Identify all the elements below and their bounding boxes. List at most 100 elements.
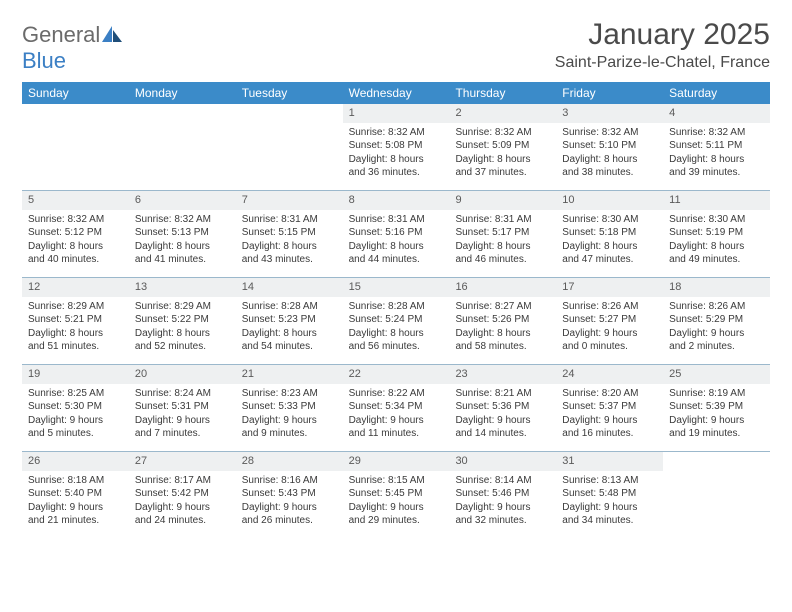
sunrise-text: Sunrise: 8:17 AM — [135, 474, 230, 488]
daylight-line2: and 5 minutes. — [28, 427, 123, 441]
daylight-line2: and 9 minutes. — [242, 427, 337, 441]
sunset-text: Sunset: 5:17 PM — [455, 226, 550, 240]
day-number: 24 — [556, 365, 663, 384]
day-number: 14 — [236, 278, 343, 297]
calendar-week: ......1Sunrise: 8:32 AMSunset: 5:08 PMDa… — [22, 104, 770, 190]
day-details: Sunrise: 8:32 AMSunset: 5:12 PMDaylight:… — [22, 210, 129, 273]
calendar-day: 2Sunrise: 8:32 AMSunset: 5:09 PMDaylight… — [449, 104, 556, 190]
sail-icon — [102, 26, 122, 42]
calendar-day: 31Sunrise: 8:13 AMSunset: 5:48 PMDayligh… — [556, 452, 663, 538]
day-details: Sunrise: 8:30 AMSunset: 5:19 PMDaylight:… — [663, 210, 770, 273]
sunrise-text: Sunrise: 8:24 AM — [135, 387, 230, 401]
location: Saint-Parize-le-Chatel, France — [555, 54, 770, 72]
calendar-day: 14Sunrise: 8:28 AMSunset: 5:23 PMDayligh… — [236, 278, 343, 364]
weekday-header: Thursday — [449, 82, 556, 104]
sunrise-text: Sunrise: 8:26 AM — [669, 300, 764, 314]
day-details: Sunrise: 8:32 AMSunset: 5:13 PMDaylight:… — [129, 210, 236, 273]
daylight-line2: and 16 minutes. — [562, 427, 657, 441]
day-number: 5 — [22, 191, 129, 210]
calendar-day: 6Sunrise: 8:32 AMSunset: 5:13 PMDaylight… — [129, 191, 236, 277]
sunset-text: Sunset: 5:42 PM — [135, 487, 230, 501]
sunset-text: Sunset: 5:16 PM — [349, 226, 444, 240]
calendar-day: 7Sunrise: 8:31 AMSunset: 5:15 PMDaylight… — [236, 191, 343, 277]
day-number: 26 — [22, 452, 129, 471]
day-details: Sunrise: 8:29 AMSunset: 5:22 PMDaylight:… — [129, 297, 236, 360]
day-number: 2 — [449, 104, 556, 123]
logo-text-blue: Blue — [22, 48, 66, 73]
sunset-text: Sunset: 5:34 PM — [349, 400, 444, 414]
calendar-day: 28Sunrise: 8:16 AMSunset: 5:43 PMDayligh… — [236, 452, 343, 538]
daylight-line2: and 46 minutes. — [455, 253, 550, 267]
sunrise-text: Sunrise: 8:21 AM — [455, 387, 550, 401]
sunrise-text: Sunrise: 8:20 AM — [562, 387, 657, 401]
day-number: 23 — [449, 365, 556, 384]
daylight-line2: and 11 minutes. — [349, 427, 444, 441]
daylight-line2: and 24 minutes. — [135, 514, 230, 528]
day-details: Sunrise: 8:24 AMSunset: 5:31 PMDaylight:… — [129, 384, 236, 447]
day-number: 17 — [556, 278, 663, 297]
daylight-line2: and 44 minutes. — [349, 253, 444, 267]
sunrise-text: Sunrise: 8:18 AM — [28, 474, 123, 488]
sunset-text: Sunset: 5:23 PM — [242, 313, 337, 327]
weekday-header: Sunday — [22, 82, 129, 104]
header: GeneralBlue January 2025 Saint-Parize-le… — [22, 18, 770, 74]
sunrise-text: Sunrise: 8:25 AM — [28, 387, 123, 401]
sunrise-text: Sunrise: 8:29 AM — [28, 300, 123, 314]
calendar-day: 19Sunrise: 8:25 AMSunset: 5:30 PMDayligh… — [22, 365, 129, 451]
sunrise-text: Sunrise: 8:32 AM — [562, 126, 657, 140]
sunrise-text: Sunrise: 8:31 AM — [349, 213, 444, 227]
daylight-line1: Daylight: 8 hours — [135, 327, 230, 341]
sunrise-text: Sunrise: 8:14 AM — [455, 474, 550, 488]
sunrise-text: Sunrise: 8:32 AM — [28, 213, 123, 227]
day-details: Sunrise: 8:27 AMSunset: 5:26 PMDaylight:… — [449, 297, 556, 360]
sunset-text: Sunset: 5:08 PM — [349, 139, 444, 153]
logo: GeneralBlue — [22, 22, 122, 74]
day-details: Sunrise: 8:28 AMSunset: 5:23 PMDaylight:… — [236, 297, 343, 360]
sunrise-text: Sunrise: 8:13 AM — [562, 474, 657, 488]
calendar-day: 11Sunrise: 8:30 AMSunset: 5:19 PMDayligh… — [663, 191, 770, 277]
day-number: 8 — [343, 191, 450, 210]
day-number: 16 — [449, 278, 556, 297]
calendar-day: .. — [663, 452, 770, 538]
calendar-day: 13Sunrise: 8:29 AMSunset: 5:22 PMDayligh… — [129, 278, 236, 364]
daylight-line1: Daylight: 8 hours — [455, 327, 550, 341]
daylight-line1: Daylight: 9 hours — [669, 414, 764, 428]
day-number: 31 — [556, 452, 663, 471]
calendar-day: 21Sunrise: 8:23 AMSunset: 5:33 PMDayligh… — [236, 365, 343, 451]
daylight-line2: and 41 minutes. — [135, 253, 230, 267]
calendar-day: 29Sunrise: 8:15 AMSunset: 5:45 PMDayligh… — [343, 452, 450, 538]
weekday-header-row: SundayMondayTuesdayWednesdayThursdayFrid… — [22, 82, 770, 104]
day-details: Sunrise: 8:16 AMSunset: 5:43 PMDaylight:… — [236, 471, 343, 534]
sunset-text: Sunset: 5:39 PM — [669, 400, 764, 414]
sunset-text: Sunset: 5:37 PM — [562, 400, 657, 414]
day-number: 30 — [449, 452, 556, 471]
calendar-week: 12Sunrise: 8:29 AMSunset: 5:21 PMDayligh… — [22, 277, 770, 364]
day-details: Sunrise: 8:32 AMSunset: 5:09 PMDaylight:… — [449, 123, 556, 186]
sunrise-text: Sunrise: 8:29 AM — [135, 300, 230, 314]
day-details: Sunrise: 8:32 AMSunset: 5:10 PMDaylight:… — [556, 123, 663, 186]
sunrise-text: Sunrise: 8:31 AM — [455, 213, 550, 227]
daylight-line1: Daylight: 9 hours — [28, 414, 123, 428]
day-number: 20 — [129, 365, 236, 384]
sunset-text: Sunset: 5:13 PM — [135, 226, 230, 240]
day-details: Sunrise: 8:19 AMSunset: 5:39 PMDaylight:… — [663, 384, 770, 447]
day-number: 7 — [236, 191, 343, 210]
sunrise-text: Sunrise: 8:32 AM — [669, 126, 764, 140]
sunrise-text: Sunrise: 8:32 AM — [455, 126, 550, 140]
daylight-line2: and 21 minutes. — [28, 514, 123, 528]
daylight-line1: Daylight: 9 hours — [562, 414, 657, 428]
daylight-line1: Daylight: 8 hours — [349, 327, 444, 341]
weekday-header: Monday — [129, 82, 236, 104]
day-number: 11 — [663, 191, 770, 210]
daylight-line1: Daylight: 9 hours — [135, 501, 230, 515]
daylight-line1: Daylight: 8 hours — [28, 327, 123, 341]
sunrise-text: Sunrise: 8:30 AM — [562, 213, 657, 227]
daylight-line1: Daylight: 9 hours — [242, 414, 337, 428]
daylight-line1: Daylight: 8 hours — [242, 240, 337, 254]
daylight-line2: and 2 minutes. — [669, 340, 764, 354]
day-details: Sunrise: 8:18 AMSunset: 5:40 PMDaylight:… — [22, 471, 129, 534]
daylight-line2: and 43 minutes. — [242, 253, 337, 267]
weekday-header: Saturday — [663, 82, 770, 104]
sunrise-text: Sunrise: 8:32 AM — [135, 213, 230, 227]
sunrise-text: Sunrise: 8:26 AM — [562, 300, 657, 314]
